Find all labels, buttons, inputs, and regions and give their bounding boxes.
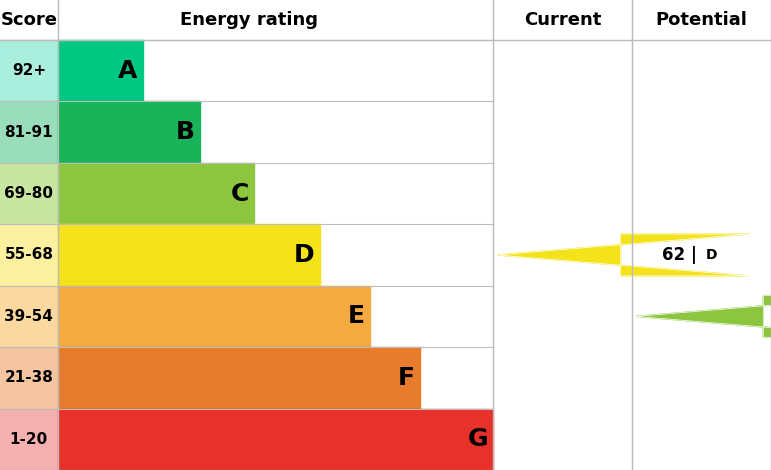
Polygon shape bbox=[0, 40, 58, 102]
Text: Current: Current bbox=[524, 11, 601, 29]
Text: 69-80: 69-80 bbox=[5, 186, 53, 201]
Polygon shape bbox=[58, 40, 143, 102]
Text: Potential: Potential bbox=[655, 11, 748, 29]
Polygon shape bbox=[0, 347, 58, 408]
Polygon shape bbox=[0, 224, 58, 286]
Text: Score: Score bbox=[1, 11, 57, 29]
Polygon shape bbox=[58, 224, 320, 286]
Text: 81-91: 81-91 bbox=[5, 125, 53, 140]
Text: 92+: 92+ bbox=[12, 63, 46, 78]
Text: D: D bbox=[706, 248, 718, 262]
Polygon shape bbox=[0, 163, 58, 224]
Text: 62 |: 62 | bbox=[662, 246, 697, 264]
Text: G: G bbox=[467, 427, 488, 451]
Text: 1-20: 1-20 bbox=[10, 432, 48, 447]
Polygon shape bbox=[0, 408, 58, 470]
Polygon shape bbox=[58, 163, 254, 224]
Text: 21-38: 21-38 bbox=[5, 370, 53, 385]
Text: E: E bbox=[348, 305, 365, 329]
Text: D: D bbox=[294, 243, 315, 267]
Text: A: A bbox=[118, 59, 137, 83]
Text: B: B bbox=[176, 120, 195, 144]
Polygon shape bbox=[58, 286, 370, 347]
Text: 39-54: 39-54 bbox=[5, 309, 53, 324]
Polygon shape bbox=[58, 102, 200, 163]
Polygon shape bbox=[497, 234, 749, 276]
Polygon shape bbox=[636, 296, 771, 337]
Text: 55-68: 55-68 bbox=[5, 248, 53, 262]
Text: Energy rating: Energy rating bbox=[180, 11, 318, 29]
Text: C: C bbox=[231, 181, 249, 205]
Polygon shape bbox=[58, 408, 493, 470]
Polygon shape bbox=[0, 102, 58, 163]
Polygon shape bbox=[58, 347, 420, 408]
Text: F: F bbox=[398, 366, 415, 390]
Polygon shape bbox=[0, 286, 58, 347]
